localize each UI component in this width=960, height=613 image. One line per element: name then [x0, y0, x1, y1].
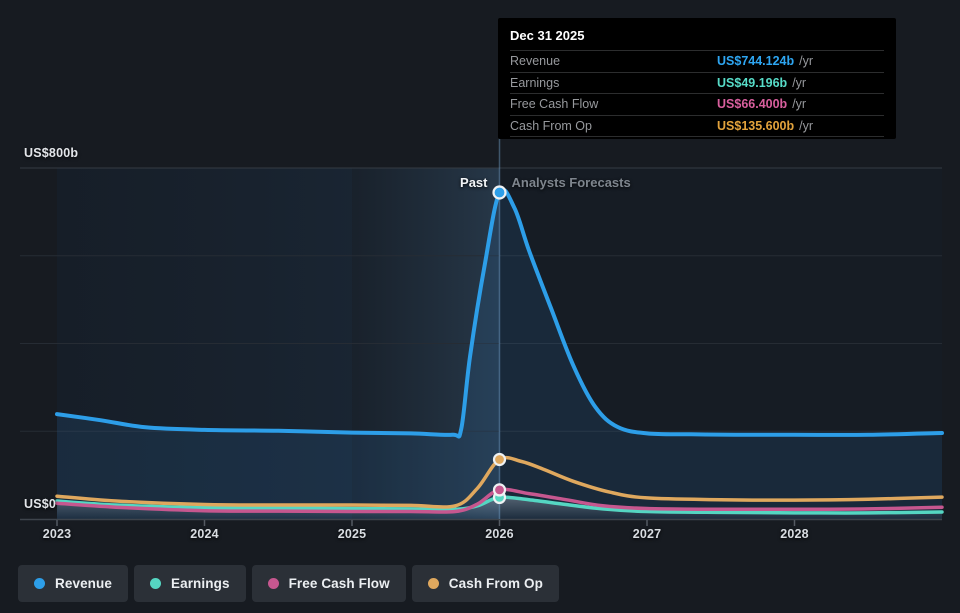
x-axis-label: 2024 [190, 527, 219, 541]
x-axis-label: 2026 [485, 527, 514, 541]
y-axis-label-zero: US$0 [24, 497, 57, 511]
tooltip-label: Free Cash Flow [510, 97, 599, 112]
free-cash-flow-color-dot-icon [267, 578, 279, 589]
legend-label: Free Cash Flow [288, 576, 390, 591]
cash-from-op-color-dot-icon [427, 578, 439, 589]
tooltip-row-revenue: Revenue US$744.124b /yr [510, 50, 884, 72]
legend-item-earnings[interactable]: Earnings [133, 565, 246, 602]
legend-label: Earnings [170, 576, 230, 591]
tooltip-value: US$66.400b [717, 97, 788, 112]
tooltip-label: Revenue [510, 54, 561, 69]
tooltip-label: Cash From Op [510, 118, 592, 133]
chart-tooltip: Dec 31 2025 Revenue US$744.124b /yr Earn… [498, 18, 896, 139]
tooltip-row-earnings: Earnings US$49.196b /yr [510, 71, 884, 94]
tooltip-label: Earnings [510, 75, 560, 90]
tooltip-unit: /yr [799, 54, 814, 69]
tooltip-value: US$135.600b [717, 118, 795, 133]
legend-label: Revenue [55, 576, 112, 591]
tooltip-row-cash-from-op: Cash From Op US$135.600b /yr [510, 114, 884, 137]
legend-item-free-cash-flow[interactable]: Free Cash Flow [251, 565, 406, 602]
past-label: Past [460, 175, 488, 190]
x-axis-label: 2025 [337, 527, 367, 541]
tooltip-unit: /yr [792, 97, 807, 112]
tooltip-value: US$49.196b [717, 75, 788, 90]
x-axis-label: 2027 [632, 527, 662, 541]
x-axis-label: 2028 [780, 527, 809, 541]
legend-item-revenue[interactable]: Revenue [18, 565, 128, 602]
tooltip-value: US$744.124b [717, 54, 795, 69]
revenue-color-dot-icon [34, 578, 45, 589]
tooltip-date-title: Dec 31 2025 [510, 28, 585, 43]
chart-legend: Revenue Earnings Free Cash Flow Cash Fro… [18, 565, 559, 602]
tooltip-row-free-cash-flow: Free Cash Flow US$66.400b /yr [510, 93, 884, 115]
y-axis-label-max: US$800b [24, 146, 79, 160]
x-axis-label: 2023 [42, 527, 72, 541]
tooltip-unit: /yr [799, 118, 814, 133]
analysts-forecasts-label: Analysts Forecasts [511, 175, 631, 190]
legend-label: Cash From Op [448, 576, 543, 591]
earnings-color-dot-icon [149, 578, 161, 589]
tooltip-unit: /yr [792, 75, 807, 90]
legend-item-cash-from-op[interactable]: Cash From Op [411, 565, 559, 602]
